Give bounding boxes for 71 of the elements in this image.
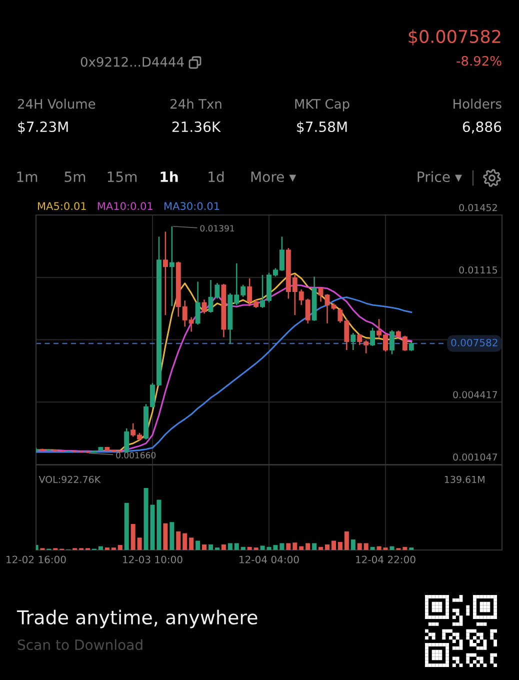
y-tick-label: 0.01115 bbox=[459, 266, 498, 274]
y-tick-label: 0.001047 bbox=[453, 453, 498, 461]
text: 1d bbox=[208, 171, 224, 182]
bar bbox=[370, 546, 375, 550]
bar bbox=[98, 546, 103, 550]
text: $0.007582 bbox=[408, 30, 500, 46]
bar bbox=[286, 543, 291, 550]
bar bbox=[137, 538, 142, 550]
bar bbox=[344, 531, 349, 550]
ref-line-label: 0.007582 bbox=[451, 338, 498, 346]
text: $7.23M bbox=[18, 121, 68, 134]
x-tick-label: 12-04 04:00 bbox=[240, 556, 299, 564]
bar bbox=[247, 546, 252, 550]
bar bbox=[176, 531, 181, 550]
bar bbox=[124, 502, 129, 550]
y-tick-label: 0.004417 bbox=[453, 391, 498, 398]
text: 1h bbox=[160, 171, 178, 182]
bar bbox=[118, 545, 122, 550]
text: -8.92% bbox=[456, 56, 502, 66]
bar bbox=[350, 539, 356, 550]
text: 21.36K bbox=[172, 121, 221, 132]
text: $7.58M bbox=[297, 121, 347, 134]
bar bbox=[324, 544, 330, 550]
annotation: 0.001660 bbox=[116, 452, 156, 458]
text: 1m bbox=[17, 172, 38, 182]
bar bbox=[221, 544, 226, 550]
bar bbox=[228, 543, 232, 550]
annotation: 0.01391 bbox=[200, 225, 234, 232]
y-tick-label: 0.01452 bbox=[459, 204, 497, 212]
text: 6,886 bbox=[462, 121, 502, 134]
bar bbox=[357, 543, 362, 550]
bar bbox=[240, 546, 246, 550]
bar bbox=[338, 542, 342, 550]
bar bbox=[364, 543, 368, 550]
text: 24h Txn bbox=[170, 98, 222, 109]
text: Trade anytime, anywhere bbox=[16, 610, 258, 628]
bar bbox=[280, 543, 284, 550]
x-tick-label: 12-04 22:00 bbox=[356, 556, 416, 564]
bar bbox=[208, 544, 214, 550]
text: VOL:922.76K bbox=[38, 476, 101, 484]
bar bbox=[312, 543, 317, 550]
bar bbox=[130, 524, 136, 550]
text: 15m bbox=[108, 172, 137, 182]
bar bbox=[189, 538, 194, 550]
bar bbox=[390, 546, 394, 550]
text: Scan to Download bbox=[18, 639, 142, 650]
bar bbox=[234, 543, 239, 550]
bar bbox=[182, 533, 188, 550]
bar bbox=[163, 523, 168, 550]
text: Price ▾ bbox=[418, 171, 462, 182]
text: 5m bbox=[64, 172, 86, 182]
bar bbox=[331, 540, 336, 550]
x-tick-label: 12-03 10:00 bbox=[123, 556, 182, 564]
text: 139.61M bbox=[444, 476, 484, 484]
text: Holders bbox=[454, 98, 502, 109]
bar bbox=[299, 546, 304, 550]
bar bbox=[292, 542, 298, 550]
bar bbox=[202, 544, 207, 550]
bar bbox=[170, 522, 174, 550]
x-tick-label: 12-02 16:00 bbox=[6, 556, 66, 564]
text: 24H Volume bbox=[18, 98, 96, 109]
text: More ▾ bbox=[251, 172, 296, 182]
text: MA30:0.01 bbox=[164, 202, 220, 210]
bar bbox=[196, 540, 200, 550]
bar bbox=[402, 546, 408, 550]
bar bbox=[318, 546, 324, 550]
text: MA10:0.01 bbox=[98, 202, 152, 210]
text: MA5:0.01 bbox=[38, 202, 86, 210]
text: 0x9212...D4444 bbox=[80, 56, 184, 67]
text: MKT Cap bbox=[295, 98, 350, 112]
bar bbox=[306, 543, 310, 550]
